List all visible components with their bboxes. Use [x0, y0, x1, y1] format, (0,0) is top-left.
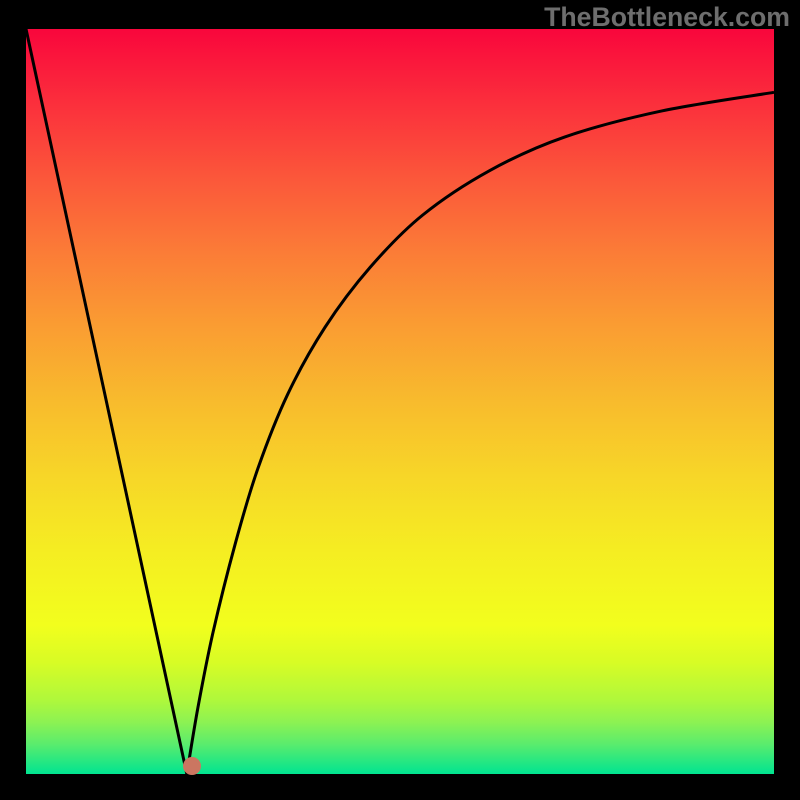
watermark-text: TheBottleneck.com [544, 2, 790, 33]
plot-area [26, 29, 774, 774]
curve-layer [26, 29, 774, 774]
chart-root: TheBottleneck.com [0, 0, 800, 800]
optimum-marker [183, 757, 201, 775]
bottleneck-curve [26, 29, 774, 774]
